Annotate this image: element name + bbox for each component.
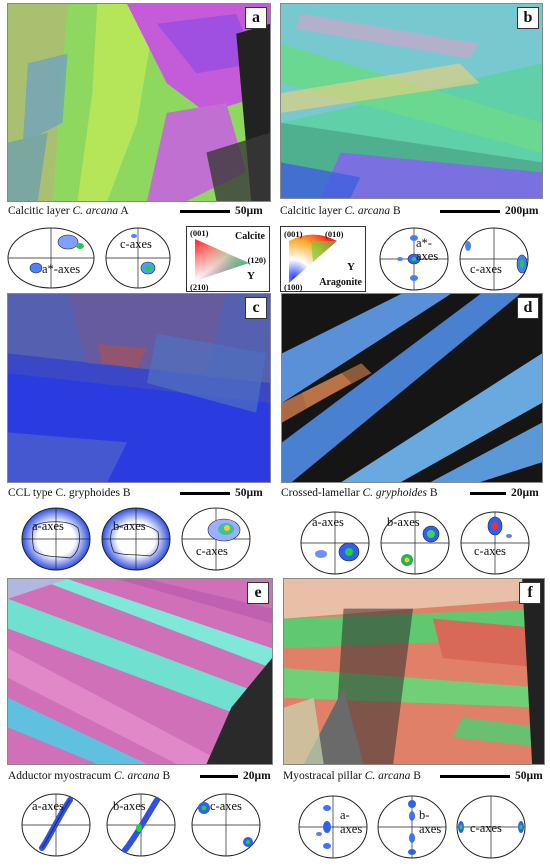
panel-d-scale-bar xyxy=(470,491,506,495)
panel-c-scale-bar xyxy=(180,491,230,495)
pole-figure-c-3-label: c-axes xyxy=(196,544,228,558)
panel-d-caption: Crossed-lamellar C. gryphoides B xyxy=(281,487,438,499)
panel-b-caption: Calcitic layer C. arcana B xyxy=(280,205,401,217)
panel-c-letter: c xyxy=(245,297,267,319)
panel-c-caption: CCL type C. gryphoides B xyxy=(8,487,131,499)
panel-a-caption: Calcitic layer C. arcana A xyxy=(8,205,129,217)
pole-figure-f-1 xyxy=(298,795,368,859)
pole-figure-a-1 xyxy=(7,227,95,289)
pole-figure-f-2 xyxy=(377,795,447,859)
panel-f-ebsd-map: f xyxy=(283,578,545,765)
panel-c-scale: 50µm xyxy=(180,487,263,499)
panel-e-scale-bar xyxy=(200,774,238,778)
panel-e-ebsd-map: e xyxy=(7,578,273,765)
panel-a-scale: 50µm xyxy=(180,205,263,217)
pole-figure-a-1-label: a*-axes xyxy=(42,262,81,276)
panel-f-caption: Myostracal pillar C. arcana B xyxy=(283,770,421,782)
panel-e-letter: e xyxy=(247,582,269,604)
pole-figure-b-1 xyxy=(379,227,449,291)
pole-figure-f-2-label: b- axes xyxy=(419,808,442,836)
panel-b-scale: 200µm xyxy=(440,205,538,217)
pole-figure-c-2 xyxy=(101,507,171,571)
pole-figure-e-3 xyxy=(191,793,261,857)
panel-e-caption: Adductor myostracum C. arcana B xyxy=(8,770,171,782)
pole-figure-c-2-label: b-axes xyxy=(113,519,146,533)
pole-figure-d-1 xyxy=(300,511,370,575)
panel-d-scale: 20µm xyxy=(470,487,539,499)
panel-f-letter: f xyxy=(519,582,541,604)
aragonite-color-key: (001) (010) Y (100) Aragonite xyxy=(280,226,366,292)
pole-figure-d-3 xyxy=(460,511,530,575)
panel-a-scale-bar xyxy=(180,209,230,213)
pole-figure-f-3 xyxy=(456,795,526,859)
pole-figure-b-2 xyxy=(459,227,529,291)
pole-figure-d-2-label: b-axes xyxy=(387,515,420,529)
pole-figure-e-2-label: b-axes xyxy=(113,799,146,813)
pole-figure-c-3 xyxy=(181,507,251,571)
pole-figure-d-2 xyxy=(380,511,450,575)
panel-c-ebsd-map: c xyxy=(7,293,271,483)
pole-figure-f-3-label: c-axes xyxy=(470,821,502,835)
pole-figure-f-1-label: a- axes xyxy=(340,808,363,836)
panel-f-scale-bar xyxy=(440,774,510,778)
panel-b-scale-bar xyxy=(440,209,500,213)
pole-figure-c-1-label: a-axes xyxy=(32,519,64,533)
panel-e-scale: 20µm xyxy=(200,770,271,782)
pole-figure-e-1 xyxy=(21,793,91,857)
pole-figure-e-3-label: c-axes xyxy=(210,799,242,813)
panel-f-scale: 50µm xyxy=(440,770,543,782)
pole-figure-b-2-label: c-axes xyxy=(470,262,502,276)
pole-figure-a-2-label: c-axes xyxy=(120,237,152,251)
panel-a-ebsd-map: a xyxy=(7,3,271,202)
pole-figure-d-3-label: c-axes xyxy=(474,544,506,558)
panel-b-letter: b xyxy=(517,7,539,29)
pole-figure-a-2 xyxy=(105,227,171,289)
calcite-color-key: (001) Calcite (120) Y (210) xyxy=(186,226,270,292)
pole-figure-e-2 xyxy=(106,793,176,857)
panel-a-letter: a xyxy=(245,7,267,29)
pole-figure-d-1-label: a-axes xyxy=(312,515,344,529)
panel-b-ebsd-map: b xyxy=(280,3,543,199)
panel-d-ebsd-map: d xyxy=(281,293,543,483)
pole-figure-e-1-label: a-axes xyxy=(32,799,64,813)
pole-figure-b-1-label: a*- axes xyxy=(416,236,439,263)
panel-d-letter: d xyxy=(517,297,539,319)
pole-figure-c-1 xyxy=(21,507,91,571)
